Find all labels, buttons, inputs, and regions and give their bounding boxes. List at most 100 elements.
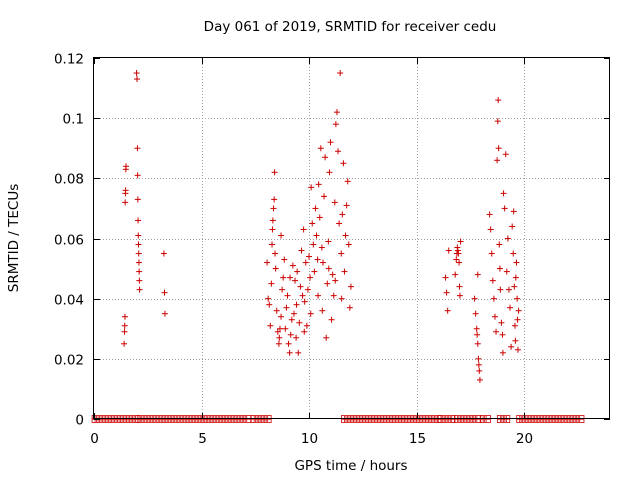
data-point: [507, 304, 514, 311]
data-point: [274, 328, 281, 335]
data-point: [341, 268, 348, 275]
data-point: [499, 349, 506, 356]
data-point: [286, 349, 293, 356]
data-point: [343, 202, 350, 209]
y-tick-label: 0.02: [54, 353, 84, 369]
y-tick-label: 0.1: [63, 112, 84, 128]
data-point: [307, 310, 314, 317]
data-point: [136, 268, 143, 275]
data-point: [134, 196, 141, 203]
data-point: [338, 250, 345, 257]
data-point: [280, 274, 287, 281]
chart-title: Day 061 of 2019, SRMTID for receiver ced…: [204, 19, 497, 35]
data-point: [504, 235, 511, 242]
data-point: [287, 331, 294, 338]
data-point: [476, 367, 483, 374]
data-point: [472, 310, 479, 317]
data-point: [345, 241, 352, 248]
x-tick-label: 0: [90, 431, 99, 447]
data-point: [326, 169, 333, 176]
data-point: [331, 199, 338, 206]
data-point: [122, 187, 129, 194]
data-layer: [91, 70, 585, 423]
data-point: [299, 292, 306, 299]
data-point: [292, 277, 299, 284]
data-point: [336, 220, 343, 227]
data-point: [276, 325, 283, 332]
data-point: [266, 301, 273, 308]
data-point: [347, 283, 354, 290]
data-point: [457, 238, 464, 245]
data-point: [284, 292, 291, 299]
data-point: [512, 274, 519, 281]
data-point: [510, 250, 517, 257]
data-point: [454, 247, 461, 254]
data-point: [282, 325, 289, 332]
data-point: [510, 208, 517, 215]
data-point: [474, 340, 481, 347]
data-point: [316, 214, 323, 221]
data-point: [491, 313, 498, 320]
data-point: [332, 121, 339, 128]
data-point: [270, 205, 277, 212]
data-point: [273, 307, 280, 314]
data-point: [311, 268, 318, 275]
data-point: [271, 169, 278, 176]
data-point: [135, 217, 142, 224]
data-point: [315, 292, 322, 299]
data-point: [161, 289, 168, 296]
data-point: [135, 259, 142, 266]
data-point: [514, 346, 521, 353]
plot-frame: [93, 57, 610, 419]
data-point: [304, 286, 311, 293]
data-point: [135, 241, 142, 248]
y-tick-label: 0: [75, 413, 84, 429]
data-point: [503, 268, 510, 275]
data-point: [499, 331, 506, 338]
data-point: [276, 334, 283, 341]
data-point: [312, 205, 319, 212]
y-tick-label: 0.12: [54, 52, 84, 68]
axis-layer: 0 0.02 0.04 0.06 0.08 0.1 0.12 0 5 10 15 20: [54, 52, 610, 447]
data-point: [309, 220, 316, 227]
data-point: [332, 277, 339, 284]
data-point: [490, 295, 497, 302]
data-point: [295, 349, 302, 356]
x-tick-label: 15: [409, 431, 426, 447]
data-point: [493, 328, 500, 335]
data-point: [500, 190, 507, 197]
data-point: [494, 118, 501, 125]
data-point: [511, 283, 518, 290]
data-point: [314, 256, 321, 263]
data-point: [279, 286, 286, 293]
data-point: [501, 205, 508, 212]
grid-layer: [94, 58, 610, 419]
data-point: [453, 256, 460, 263]
data-point: [135, 232, 142, 239]
data-point: [328, 316, 335, 323]
data-point: [278, 232, 285, 239]
data-point: [122, 199, 129, 206]
data-point: [268, 280, 275, 287]
data-point: [300, 226, 307, 233]
data-point: [315, 181, 322, 188]
data-point: [509, 223, 516, 230]
data-point: [508, 343, 515, 350]
data-point: [310, 241, 317, 248]
data-point: [338, 295, 345, 302]
data-point: [161, 310, 168, 317]
data-point: [346, 304, 353, 311]
x-tick-label: 5: [198, 431, 207, 447]
data-point: [133, 70, 140, 77]
data-point: [474, 271, 481, 278]
data-point: [333, 109, 340, 116]
data-point: [344, 178, 351, 185]
data-point: [288, 316, 295, 323]
data-point: [445, 247, 452, 254]
data-point: [502, 151, 509, 158]
data-point: [505, 286, 512, 293]
data-point: [514, 295, 521, 302]
data-point: [495, 145, 502, 152]
data-point: [287, 274, 294, 281]
data-point: [293, 334, 300, 341]
